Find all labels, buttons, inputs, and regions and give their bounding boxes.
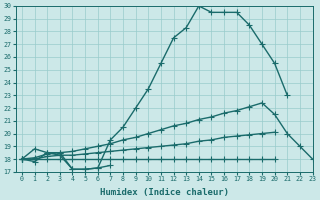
X-axis label: Humidex (Indice chaleur): Humidex (Indice chaleur): [100, 188, 228, 197]
